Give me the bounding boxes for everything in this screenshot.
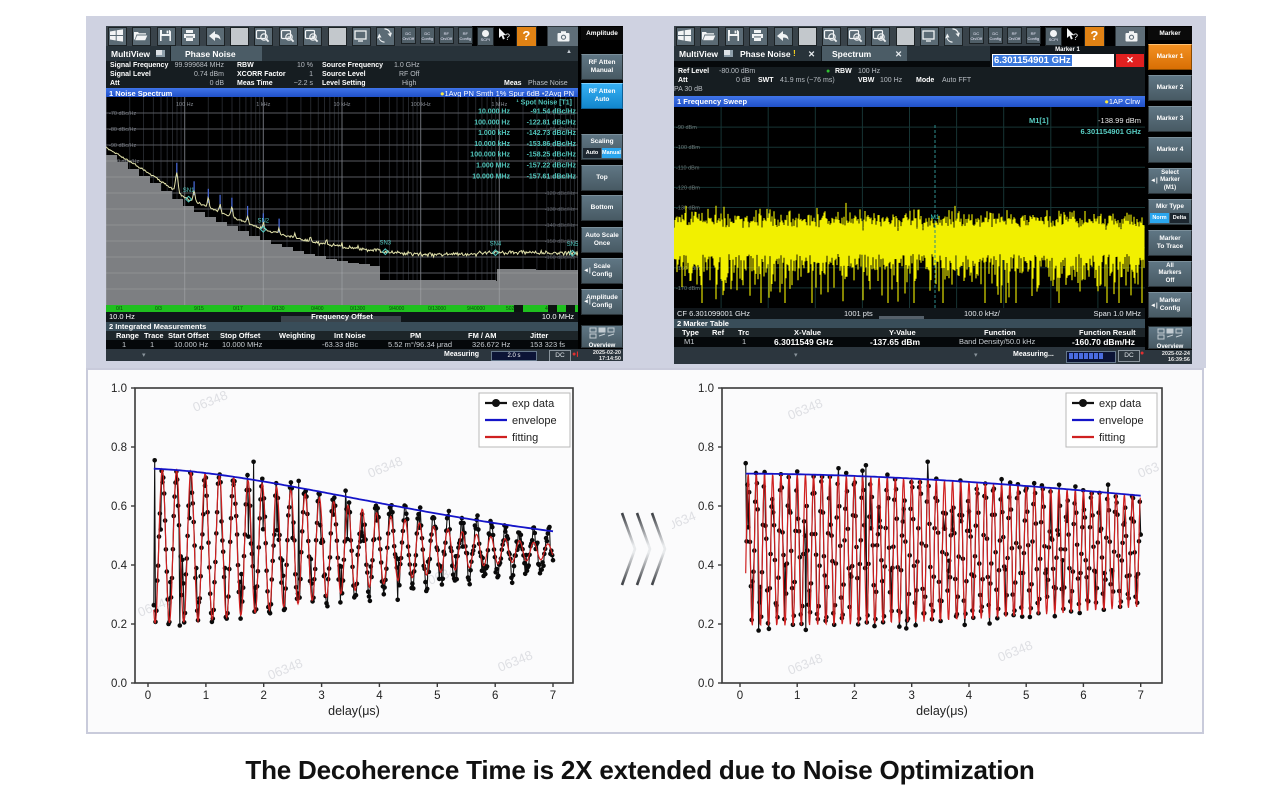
svg-text:-157.61 dBc/Hz: -157.61 dBc/Hz [527, 173, 577, 180]
svg-text:-158.25 dBc/Hz: -158.25 dBc/Hz [527, 152, 577, 159]
svg-text:delay(μs): delay(μs) [916, 704, 968, 718]
svg-text:SN4: SN4 [490, 242, 502, 248]
svg-text:exp data: exp data [512, 398, 555, 410]
svg-text:?: ? [1073, 32, 1078, 42]
svg-text:fitting: fitting [1099, 432, 1125, 444]
svg-text:4: 4 [966, 690, 973, 702]
svg-text:0: 0 [145, 690, 151, 702]
svg-text:0.4: 0.4 [698, 560, 715, 572]
svg-text:1: 1 [794, 690, 800, 702]
svg-text:-110 dBm: -110 dBm [676, 165, 700, 171]
svg-text:-130 dBc/Hz: -130 dBc/Hz [545, 207, 576, 213]
svg-text:06348: 06348 [996, 637, 1035, 664]
svg-text:0.2: 0.2 [111, 619, 127, 631]
svg-text:-160 dBm: -160 dBm [676, 266, 700, 272]
svg-text:-150 dBc/Hz: -150 dBc/Hz [545, 239, 576, 245]
svg-text:M1[1]: M1[1] [1029, 116, 1049, 125]
svg-text:-157.22 dBc/Hz: -157.22 dBc/Hz [527, 163, 577, 170]
svg-text:3: 3 [908, 690, 914, 702]
svg-text:0.8: 0.8 [111, 442, 127, 454]
svg-text:3: 3 [318, 690, 324, 702]
svg-text:SN5: SN5 [567, 242, 578, 248]
svg-text:-90 dBc/Hz: -90 dBc/Hz [548, 143, 575, 149]
svg-text:-120 dBc/Hz: -120 dBc/Hz [545, 191, 576, 197]
svg-text:10.000 Hz: 10.000 Hz [478, 109, 510, 116]
svg-text:SN1: SN1 [183, 188, 195, 194]
svg-text:0.2: 0.2 [698, 619, 714, 631]
svg-text:-90 dBm: -90 dBm [676, 125, 697, 131]
svg-text:envelope: envelope [1099, 415, 1144, 427]
svg-text:-90 dBc/Hz: -90 dBc/Hz [109, 143, 136, 149]
svg-text:-120 dBm: -120 dBm [676, 185, 700, 191]
svg-text:?: ? [505, 32, 510, 42]
svg-text:6: 6 [492, 690, 498, 702]
svg-text:-110 dBc/Hz: -110 dBc/Hz [545, 175, 575, 181]
svg-text:5: 5 [434, 690, 440, 702]
svg-text:0.6: 0.6 [698, 501, 714, 513]
svg-text:fitting: fitting [512, 432, 538, 444]
svg-text:06348: 06348 [496, 647, 535, 674]
svg-text:1: 1 [203, 690, 209, 702]
svg-text:delay(μs): delay(μs) [328, 704, 380, 718]
svg-text:-100 dBc/Hz: -100 dBc/Hz [545, 159, 576, 165]
svg-text:1.000 kHz: 1.000 kHz [478, 130, 510, 137]
svg-text:10 kHz: 10 kHz [333, 102, 350, 108]
svg-text:M1: M1 [930, 214, 939, 221]
svg-text:-160 dBc/Hz: -160 dBc/Hz [545, 255, 576, 261]
svg-text:0.4: 0.4 [111, 560, 128, 572]
svg-text:-100 dBm: -100 dBm [676, 145, 700, 151]
svg-text:063: 063 [1136, 459, 1162, 481]
svg-text:-142.73 dBc/Hz: -142.73 dBc/Hz [527, 130, 577, 137]
svg-text:4: 4 [376, 690, 383, 702]
svg-text:-138.99 dBm: -138.99 dBm [1098, 116, 1141, 125]
svg-text:0.0: 0.0 [111, 678, 127, 690]
svg-text:100.000 Hz: 100.000 Hz [474, 119, 510, 126]
svg-text:6.301154901 GHz: 6.301154901 GHz [1081, 127, 1142, 136]
svg-text:-122.81 dBc/Hz: -122.81 dBc/Hz [527, 119, 577, 126]
svg-text:10.000 kHz: 10.000 kHz [474, 141, 510, 148]
svg-text:5: 5 [1023, 690, 1029, 702]
svg-text:-153.86 dBc/Hz: -153.86 dBc/Hz [527, 141, 577, 148]
svg-text:7: 7 [550, 690, 556, 702]
svg-text:06348: 06348 [191, 387, 230, 414]
svg-text:SN3: SN3 [379, 241, 391, 247]
svg-text:-130 dBm: -130 dBm [676, 206, 700, 212]
svg-text:2: 2 [260, 690, 266, 702]
svg-text:06348: 06348 [266, 655, 305, 682]
svg-text:envelope: envelope [512, 415, 557, 427]
svg-text:exp data: exp data [1099, 398, 1142, 410]
svg-text:-91.54 dBc/Hz: -91.54 dBc/Hz [530, 109, 576, 116]
svg-text:10.000 MHz: 10.000 MHz [472, 173, 510, 180]
svg-text:1.0: 1.0 [111, 383, 127, 395]
svg-text:-70 dBc/Hz: -70 dBc/Hz [109, 111, 136, 117]
svg-text:SN2: SN2 [257, 218, 269, 224]
svg-text:0.6: 0.6 [111, 501, 127, 513]
svg-text:1 MHz: 1 MHz [491, 102, 507, 108]
svg-text:06348: 06348 [786, 395, 825, 422]
svg-text:1.0: 1.0 [698, 383, 714, 395]
svg-text:06348: 06348 [786, 650, 825, 677]
svg-text:0.8: 0.8 [698, 442, 714, 454]
svg-text:2: 2 [851, 690, 857, 702]
svg-text:7: 7 [1137, 690, 1143, 702]
svg-text:-70 dBc/Hz: -70 dBc/Hz [548, 111, 575, 117]
svg-text:0: 0 [737, 690, 743, 702]
svg-text:-170 dBm: -170 dBm [676, 286, 700, 292]
svg-text:1.000 MHz: 1.000 MHz [476, 163, 510, 170]
svg-text:1 kHz: 1 kHz [256, 102, 270, 108]
svg-text:06348: 06348 [366, 453, 405, 480]
svg-text:¹ Spot Noise [T1]: ¹ Spot Noise [T1] [516, 100, 572, 107]
svg-text:100 Hz: 100 Hz [176, 102, 194, 108]
svg-text:-80 dBc/Hz: -80 dBc/Hz [109, 127, 136, 133]
svg-text:0.0: 0.0 [698, 678, 714, 690]
svg-text:-140 dBc/Hz: -140 dBc/Hz [545, 223, 576, 229]
svg-text:6: 6 [1080, 690, 1086, 702]
svg-text:100.000 kHz: 100.000 kHz [470, 152, 510, 159]
svg-text:100 kHz: 100 kHz [411, 102, 431, 108]
svg-text:-80 dBc/Hz: -80 dBc/Hz [548, 127, 575, 133]
